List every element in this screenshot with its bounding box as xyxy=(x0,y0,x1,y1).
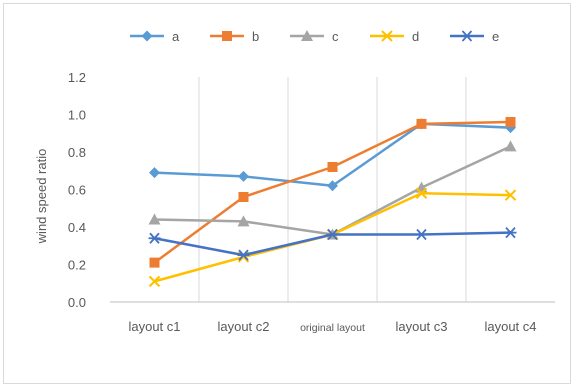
data-point-b xyxy=(238,192,249,202)
legend-item-b: b xyxy=(210,29,259,44)
x-tick-labels: layout c1 layout c2 original layout layout … xyxy=(128,319,536,334)
legend-item-d: d xyxy=(370,29,419,44)
x-tick-label: layout c4 xyxy=(484,319,536,334)
data-point-d xyxy=(504,189,517,201)
legend-label: c xyxy=(332,29,339,44)
series-a xyxy=(149,118,516,192)
legend: a b c d e xyxy=(130,29,499,44)
data-point-b xyxy=(327,162,338,172)
data-point-d xyxy=(148,275,161,288)
series-line-a xyxy=(154,122,511,187)
y-tick-label: 0.0 xyxy=(68,295,86,310)
legend-marker xyxy=(301,30,313,41)
legend-item-c: c xyxy=(290,29,339,44)
y-tick-label: 0.8 xyxy=(68,145,86,160)
y-tick-labels: 0.0 0.2 0.4 0.6 0.8 1.0 1.2 xyxy=(68,70,86,310)
y-tick-label: 0.6 xyxy=(68,183,86,198)
x-tick-label: original layout xyxy=(300,322,365,334)
data-point-c xyxy=(415,181,428,193)
y-axis-label: wind speed ratio xyxy=(34,149,49,245)
data-point-e xyxy=(326,228,339,241)
legend-item-e: e xyxy=(450,29,499,44)
data-point-b xyxy=(149,257,160,268)
legend-item-a: a xyxy=(130,29,180,44)
data-point-b xyxy=(505,117,516,127)
x-tick-label: layout c1 xyxy=(128,319,180,334)
legend-marker xyxy=(141,30,153,42)
legend-label: d xyxy=(412,29,419,44)
data-point-d xyxy=(415,187,428,199)
legend-marker xyxy=(461,30,473,42)
data-point-b xyxy=(416,118,427,129)
y-tick-label: 0.4 xyxy=(68,220,86,235)
data-point-c xyxy=(148,213,161,225)
gridlines xyxy=(198,77,467,302)
legend-label: b xyxy=(252,29,259,44)
data-point-e xyxy=(148,232,161,244)
data-point-e xyxy=(504,227,517,239)
data-point-c xyxy=(504,140,517,152)
data-point-c xyxy=(237,215,250,227)
y-tick-label: 1.0 xyxy=(68,108,86,123)
series-line-b xyxy=(153,120,511,264)
series-b xyxy=(149,117,516,268)
legend-marker xyxy=(222,31,232,41)
data-point-e xyxy=(237,249,250,261)
x-tick-label: layout c3 xyxy=(395,319,447,334)
legend-label: e xyxy=(492,29,499,44)
legend-marker xyxy=(381,30,393,42)
legend-label: a xyxy=(172,29,180,44)
y-tick-label: 0.2 xyxy=(68,258,86,273)
series-e xyxy=(148,227,517,261)
x-tick-label: layout c2 xyxy=(217,319,269,334)
series-group xyxy=(148,117,517,288)
data-point-a xyxy=(149,167,160,179)
data-point-e xyxy=(415,228,428,241)
y-tick-label: 1.2 xyxy=(68,70,86,85)
data-point-a xyxy=(327,180,338,192)
data-point-a xyxy=(238,170,249,182)
